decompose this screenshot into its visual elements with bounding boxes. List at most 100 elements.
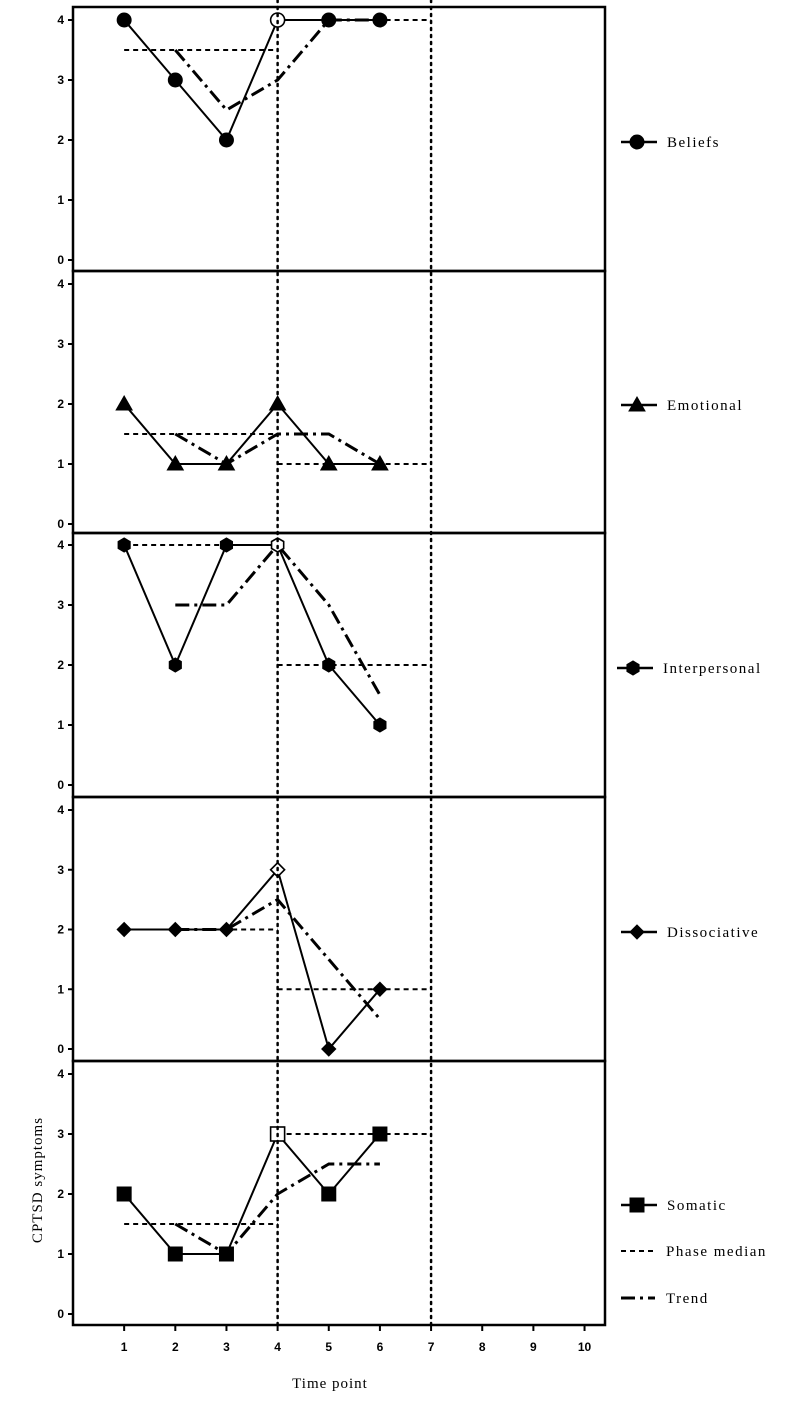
- data-point: [373, 717, 387, 733]
- y-tick-label: 0: [57, 1307, 64, 1321]
- panel-emotional: 0 1 2 3 4: [57, 277, 432, 531]
- y-tick-label: 0: [57, 253, 64, 267]
- data-point: [321, 12, 337, 28]
- legend-item-interpersonal: Interpersonal: [617, 660, 762, 677]
- data-point: [217, 454, 236, 471]
- y-tick-label: 4: [57, 13, 64, 27]
- data-point: [321, 1041, 337, 1057]
- y-tick-label: 4: [57, 803, 64, 817]
- y-tick-label: 1: [57, 457, 64, 471]
- data-point: [167, 921, 184, 938]
- y-tick-label: 3: [57, 73, 64, 87]
- legend-item-emotional: Emotional: [621, 395, 743, 414]
- data-point: [319, 454, 338, 471]
- y-tick-label: 0: [57, 1042, 64, 1056]
- y-tick-label: 0: [57, 778, 64, 792]
- y-tick-label: 2: [57, 1187, 64, 1201]
- panel-beliefs: 0 1 2 3 4: [57, 12, 432, 267]
- data-point: [219, 537, 234, 553]
- x-axis-title: Time point: [292, 1376, 368, 1392]
- chart-frame-layer: [71, 5, 607, 1327]
- data-line: [123, 544, 381, 726]
- x-tick-label: 1: [121, 1340, 128, 1354]
- legend-item-dissociative: Dissociative: [621, 924, 759, 941]
- trend-line: [175, 542, 382, 696]
- legend-layer: Beliefs Emotional Interpersonal Dissociativ…: [617, 134, 767, 1307]
- y-tick-label: 1: [57, 1247, 64, 1261]
- legend-item-phase-median: Phase median: [621, 1244, 767, 1260]
- legend-marker: [629, 134, 645, 150]
- y-tick-label: 4: [57, 1067, 64, 1081]
- data-line: [123, 19, 380, 142]
- y-tick-label: 4: [57, 277, 64, 291]
- legend-item-somatic: Somatic: [621, 1197, 727, 1214]
- data-point: [116, 12, 132, 28]
- x-tick-label: 10: [578, 1340, 592, 1354]
- data-point: [167, 1246, 183, 1262]
- x-tick-label: 6: [377, 1340, 384, 1354]
- data-point: [166, 454, 185, 471]
- data-point: [372, 981, 388, 997]
- y-axis-title: CPTSD symptoms: [30, 1117, 46, 1243]
- data-point: [218, 921, 235, 938]
- y-tick-label: 3: [57, 598, 64, 612]
- legend-label: Dissociative: [667, 925, 759, 941]
- y-tick-label: 4: [57, 538, 64, 552]
- data-point: [322, 657, 336, 673]
- chart-panels-layer: 0 1 2 3 4 0 1 2 3 4 0 1 2 3 4 0 1 2 3 4 0 1 2 3 4: [57, 12, 432, 1321]
- panel-frame: [71, 5, 607, 273]
- legend-marker: [629, 1197, 645, 1213]
- data-point: [167, 72, 183, 88]
- legend-label: Phase median: [666, 1244, 767, 1260]
- legend-label: Somatic: [667, 1198, 727, 1214]
- legend-label: Beliefs: [667, 135, 720, 151]
- data-line: [124, 867, 381, 1052]
- y-tick-label: 2: [57, 923, 64, 937]
- data-point: [168, 657, 182, 673]
- trend-line: [174, 1162, 380, 1256]
- data-point: [218, 1246, 234, 1262]
- panel-dissociative: 0 1 2 3 4: [57, 803, 432, 1057]
- y-tick-label: 1: [57, 718, 64, 732]
- x-tick-label: 7: [428, 1340, 435, 1354]
- panel-frame: [71, 531, 607, 799]
- x-tick-label: 2: [172, 1340, 179, 1354]
- legend-marker: [629, 924, 645, 940]
- legend-label: Trend: [666, 1291, 709, 1307]
- legend-marker: [626, 660, 640, 676]
- y-tick-label: 2: [57, 133, 64, 147]
- legend-marker: [628, 395, 646, 412]
- y-tick-label: 1: [57, 193, 64, 207]
- legend-label: Emotional: [667, 398, 743, 414]
- legend-item-trend: Trend: [621, 1291, 709, 1307]
- y-tick-label: 1: [57, 982, 64, 996]
- y-tick-label: 2: [57, 658, 64, 672]
- panel-frame: [71, 1059, 607, 1327]
- x-tick-label: 3: [223, 1340, 230, 1354]
- data-point: [372, 1126, 388, 1142]
- legend-item-beliefs: Beliefs: [621, 134, 720, 151]
- phase-change-layer: [276, 0, 433, 1332]
- y-tick-label: 3: [57, 863, 64, 877]
- x-tick-label: 8: [479, 1340, 486, 1354]
- x-axis-layer: 1 2 3 4 5 6 7 8 9 10: [121, 1325, 592, 1354]
- y-tick-label: 3: [57, 1127, 64, 1141]
- data-point: [372, 12, 388, 28]
- x-tick-label: 5: [325, 1340, 332, 1354]
- data-point: [115, 394, 134, 411]
- panel-frame: [71, 269, 607, 535]
- x-tick-label: 9: [530, 1340, 537, 1354]
- legend-label: Interpersonal: [663, 661, 762, 677]
- data-point: [117, 537, 131, 553]
- y-tick-label: 3: [57, 337, 64, 351]
- data-point: [116, 1186, 132, 1202]
- data-point: [268, 394, 287, 411]
- data-line: [123, 1132, 381, 1255]
- data-point: [218, 132, 234, 148]
- panel-interpersonal: 0 1 2 3 4: [57, 537, 432, 792]
- y-tick-label: 2: [57, 397, 64, 411]
- data-line: [123, 402, 380, 465]
- y-tick-label: 0: [57, 517, 64, 531]
- panel-somatic: 0 1 2 3 4: [57, 1067, 432, 1321]
